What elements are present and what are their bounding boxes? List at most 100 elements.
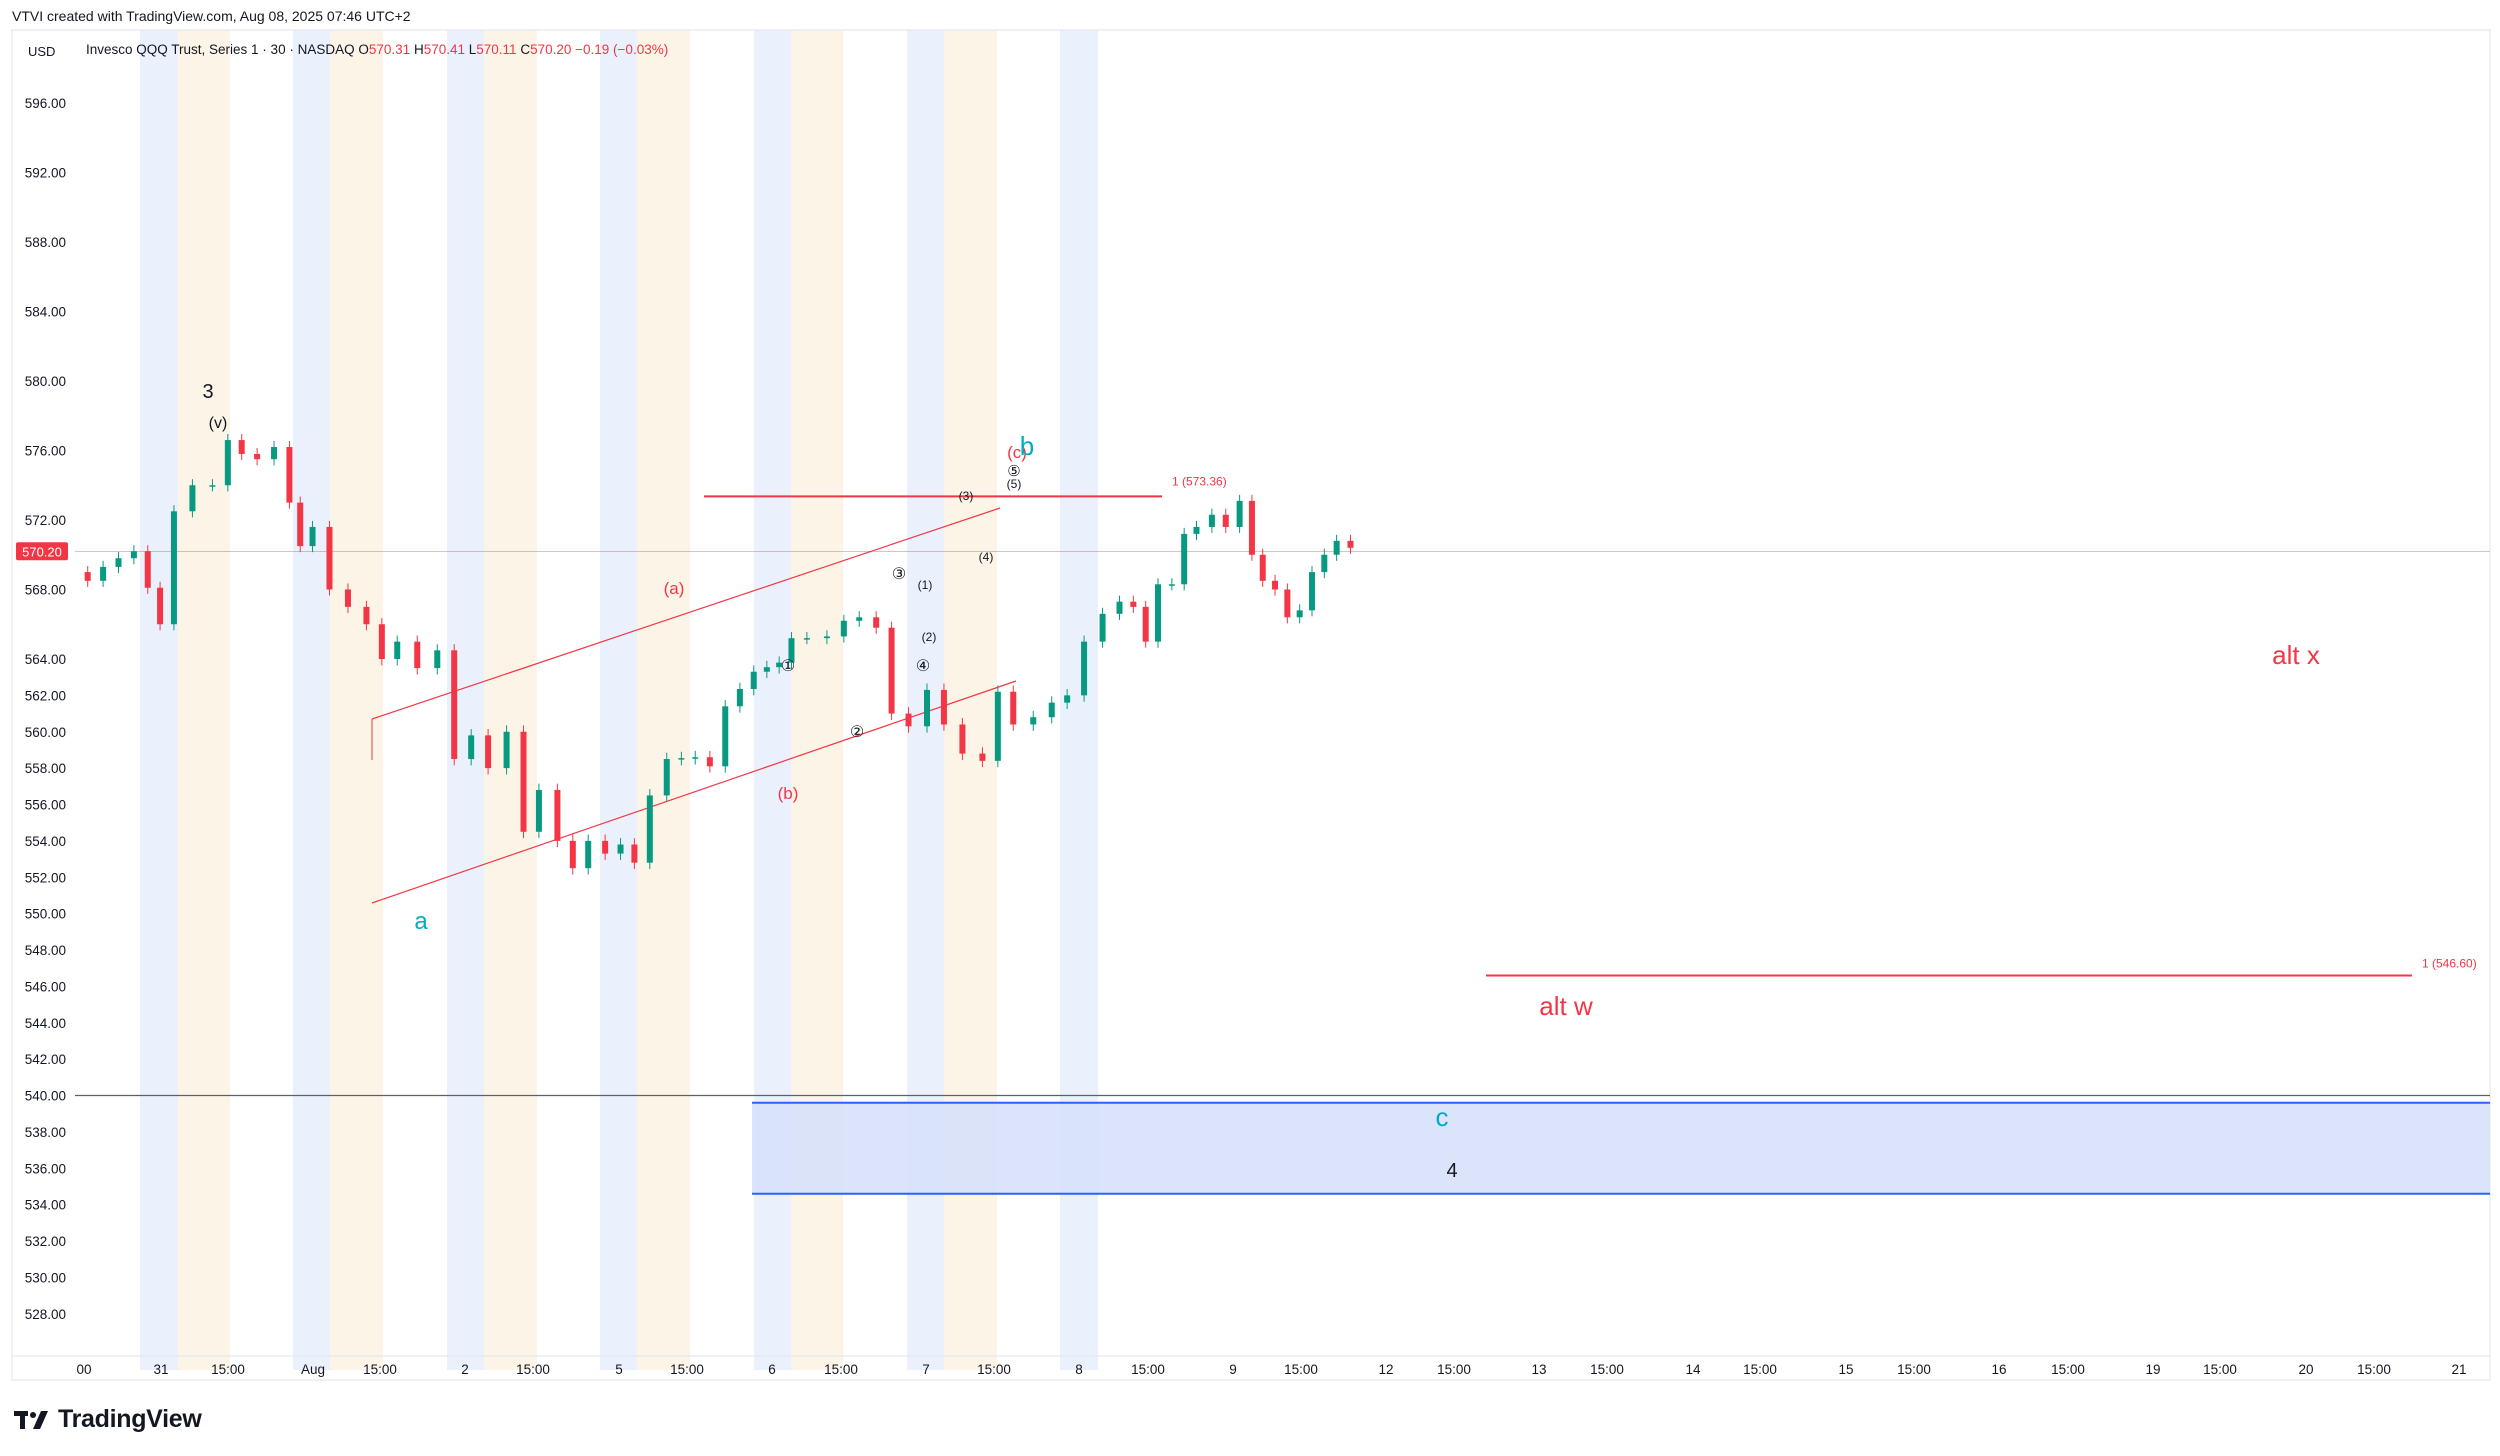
candle-body [254,453,261,460]
candle-body [1347,540,1354,548]
label-wave-4: 4 [1446,1160,1457,1182]
candle-body [1272,580,1279,590]
chart-attribution: VTVI created with TradingView.com, Aug 0… [12,8,411,24]
x-tick-label: 15:00 [1284,1362,1318,1377]
session-band [178,30,230,1370]
x-tick-label: 15:00 [1437,1362,1471,1377]
candle-body [569,840,576,869]
close-value: 570.20 [530,42,572,57]
y-tick-label: 562.00 [25,688,66,703]
ohlc-legend: Invesco QQQ Trust, Series 1 · 30 · NASDA… [86,42,668,57]
tradingview-icon [14,1410,48,1429]
candle-body [554,789,561,841]
candle-body [1259,554,1266,581]
y-tick-label: 540.00 [25,1089,66,1104]
candle-body [414,641,421,669]
y-tick-label: 542.00 [25,1052,66,1067]
candle-body [1155,584,1161,642]
symbol-name[interactable]: Invesco QQQ Trust, Series 1 · 30 · NASDA… [86,42,355,57]
candle-body [286,447,293,503]
candle-body [144,551,151,588]
y-tick-label: 544.00 [25,1016,66,1031]
y-tick-label: 580.00 [25,374,66,389]
candle-body [170,511,177,625]
candle-body [468,735,475,760]
label-wave-a: a [414,908,428,935]
brand-name: TradingView [58,1405,202,1433]
candle-body [1284,589,1291,618]
x-tick-label: 8 [1075,1362,1083,1377]
low-label: L [468,42,477,57]
y-tick-label: 556.00 [25,798,66,813]
label-paren-3: (3) [959,489,974,503]
session-band [330,30,383,1370]
candle-body [823,636,830,639]
candle-body [1168,584,1175,586]
candle-body [271,447,278,460]
high-value: 570.41 [423,42,465,57]
candle-body [722,706,729,767]
y-tick-label: 596.00 [25,96,66,111]
target-zone [752,1102,2490,1194]
y-tick-label: 584.00 [25,305,66,320]
candle-body [1064,695,1071,703]
high-label: H [413,42,424,57]
x-tick-label: 15 [1838,1362,1853,1377]
y-tick-label: 564.00 [25,652,66,667]
candle-body [1333,540,1340,555]
candle-body [1248,500,1255,555]
chart-grid [11,29,2491,1381]
candle-body [905,713,912,727]
candle-body [157,587,164,625]
y-tick-label: 548.00 [25,943,66,958]
y-tick-label: 568.00 [25,583,66,598]
session-band [600,30,637,1370]
label-circle-3: ③ [892,566,906,583]
label-wave-b: b [1020,431,1034,461]
channel-upper [371,507,1001,720]
x-tick-label: 15:00 [1897,1362,1931,1377]
currency-label[interactable]: USD [28,44,56,59]
y-tick-label: 592.00 [25,166,66,181]
candle-body [115,558,122,567]
y-tick-label: 532.00 [25,1234,66,1249]
wave-labels: 1 (573.36) 1 (546.60) 3 (v) a (a) (b) (c)b ① ② ③ ④ ⑤… [202,381,2476,1182]
x-tick-label: 15:00 [516,1362,550,1377]
candle-body [1116,601,1123,614]
candle-body [940,689,947,725]
candle-body [750,671,757,690]
x-tick-label: 16 [1991,1362,2006,1377]
candle-body [873,617,880,628]
candle-body [803,638,810,640]
x-tick-label: 15:00 [824,1362,858,1377]
label-circle-1: ① [781,658,795,675]
close-label: C [520,42,531,57]
candle-body [224,440,231,486]
y-tick-label: 546.00 [25,979,66,994]
y-tick-label: 588.00 [25,235,66,250]
label-wave-v: (v) [209,415,228,432]
x-tick-label: 20 [2298,1362,2313,1377]
y-tick-label: 536.00 [25,1161,66,1176]
x-tick-label: 15:00 [2051,1362,2085,1377]
x-tick-label: 7 [922,1362,930,1377]
candle-body [678,758,685,760]
x-tick-label: 15:00 [1131,1362,1165,1377]
candle-body [776,662,783,668]
x-tick-label: 2 [461,1362,469,1377]
label-paren-4: (4) [979,550,994,564]
candle-body [1099,613,1106,642]
candle-body [706,757,713,767]
candle-body [1130,601,1137,607]
y-tick-label: 572.00 [25,513,66,528]
candle-body [1296,610,1303,618]
tradingview-logo[interactable]: TradingView [14,1405,202,1434]
fib-label-low: 1 (546.60) [2422,956,2477,970]
x-tick-label: 6 [768,1362,776,1377]
candle-body [1208,514,1215,527]
candle-body [1081,641,1088,696]
label-circle-2: ② [850,724,864,741]
change-value: −0.19 (−0.03%) [575,42,669,57]
x-tick-label: 15:00 [211,1362,245,1377]
